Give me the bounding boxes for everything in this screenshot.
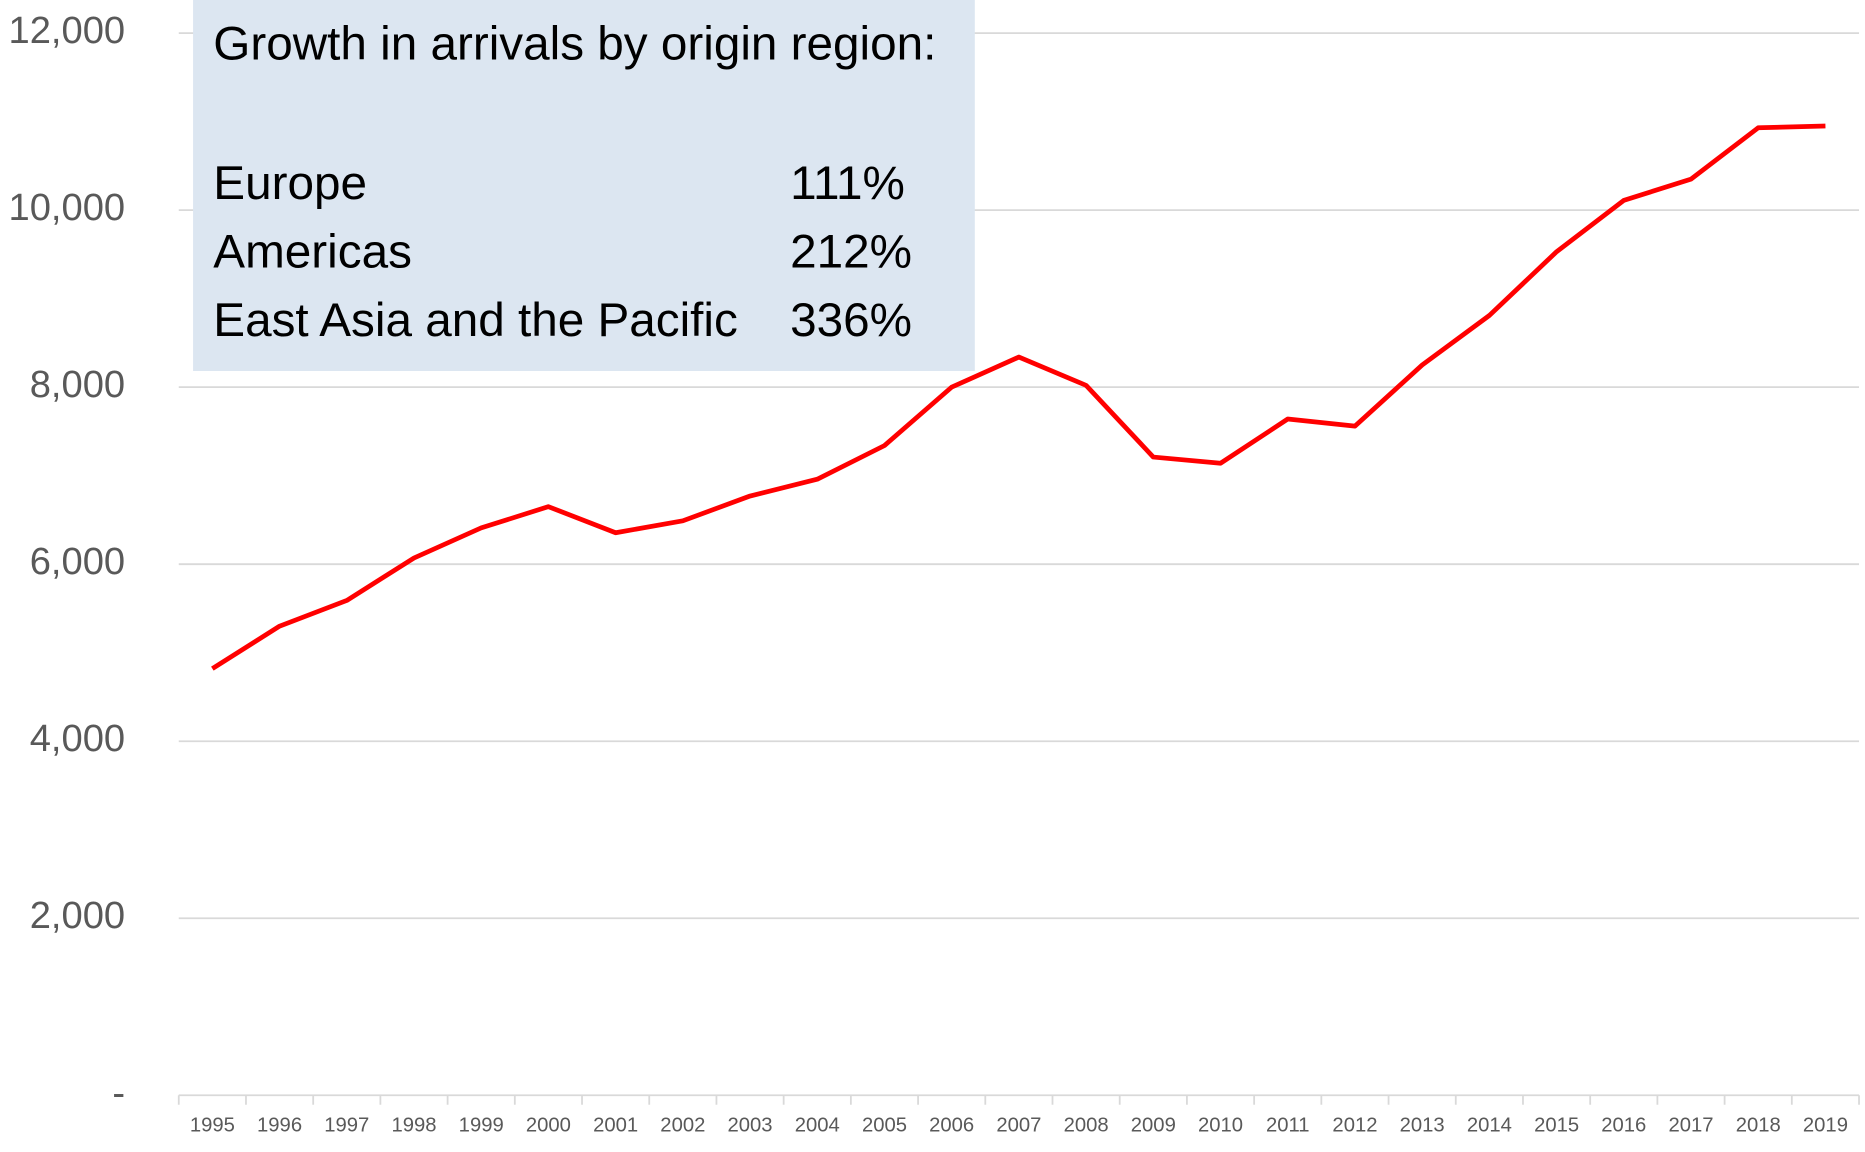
x-tick-label: 2019 (1803, 1114, 1848, 1136)
x-tick-label: 2013 (1400, 1114, 1445, 1136)
x-tick-label: 2002 (660, 1114, 705, 1136)
y-tick-label: 10,000 (8, 187, 125, 229)
x-tick-label: 2007 (996, 1114, 1041, 1136)
x-tick-label: 2017 (1668, 1114, 1713, 1136)
x-tick-label: 2010 (1198, 1114, 1243, 1136)
annotation-box (193, 0, 975, 372)
annotation-value: 111% (790, 157, 905, 210)
y-tick-label: 6,000 (30, 541, 125, 583)
x-tick-label: 2008 (1064, 1114, 1109, 1136)
x-tick-label: 2001 (593, 1114, 638, 1136)
y-tick-label: 2,000 (30, 895, 125, 937)
x-tick-label: 1996 (257, 1114, 302, 1136)
x-tick-label: 2000 (526, 1114, 571, 1136)
x-tick-label: 2016 (1601, 1114, 1646, 1136)
x-tick-label: 1995 (190, 1114, 235, 1136)
annotation-rows: Europe 111% Americas 212% East Asia and the … (213, 157, 912, 347)
x-tick-label: 1998 (391, 1114, 436, 1136)
x-tick-label: 2012 (1332, 1114, 1377, 1136)
x-tick-label: 2015 (1534, 1114, 1579, 1136)
x-tick-label: 2004 (795, 1114, 840, 1136)
y-tick-label: 4,000 (30, 718, 125, 760)
x-tick-label: 2009 (1131, 1114, 1176, 1136)
annotation-name: Europe (213, 157, 367, 210)
x-tick-label: 2011 (1266, 1114, 1310, 1136)
y-tick-label: - (112, 1072, 125, 1114)
annotation-value: 336% (790, 294, 912, 347)
y-tick-label: 12,000 (8, 10, 125, 52)
data-line (211, 123, 1826, 671)
x-tick-label: 1997 (324, 1114, 369, 1136)
x-tick-label: 2005 (862, 1114, 907, 1136)
annotation-title: Growth in arrivals by origin region: (213, 18, 936, 71)
annotation-value: 212% (790, 226, 912, 279)
x-tick-label: 2006 (929, 1114, 974, 1136)
annotation-name: East Asia and the Pacific (213, 294, 738, 347)
plot: 1995 1996 1997 1998 1999 2000 2001 2002 2003 2004… (190, 123, 1848, 1136)
annotation-name: Americas (213, 226, 412, 279)
grid: - 2,000 4,000 6,000 8,000 10,000 12,000 (8, 10, 1860, 1114)
y-tick-label: 8,000 (30, 364, 125, 406)
x-tick-label: 2018 (1736, 1114, 1781, 1136)
x-tick-label: 2014 (1467, 1114, 1512, 1136)
x-tick-label: 1999 (459, 1114, 504, 1136)
x-tick-label: 2003 (728, 1114, 773, 1136)
